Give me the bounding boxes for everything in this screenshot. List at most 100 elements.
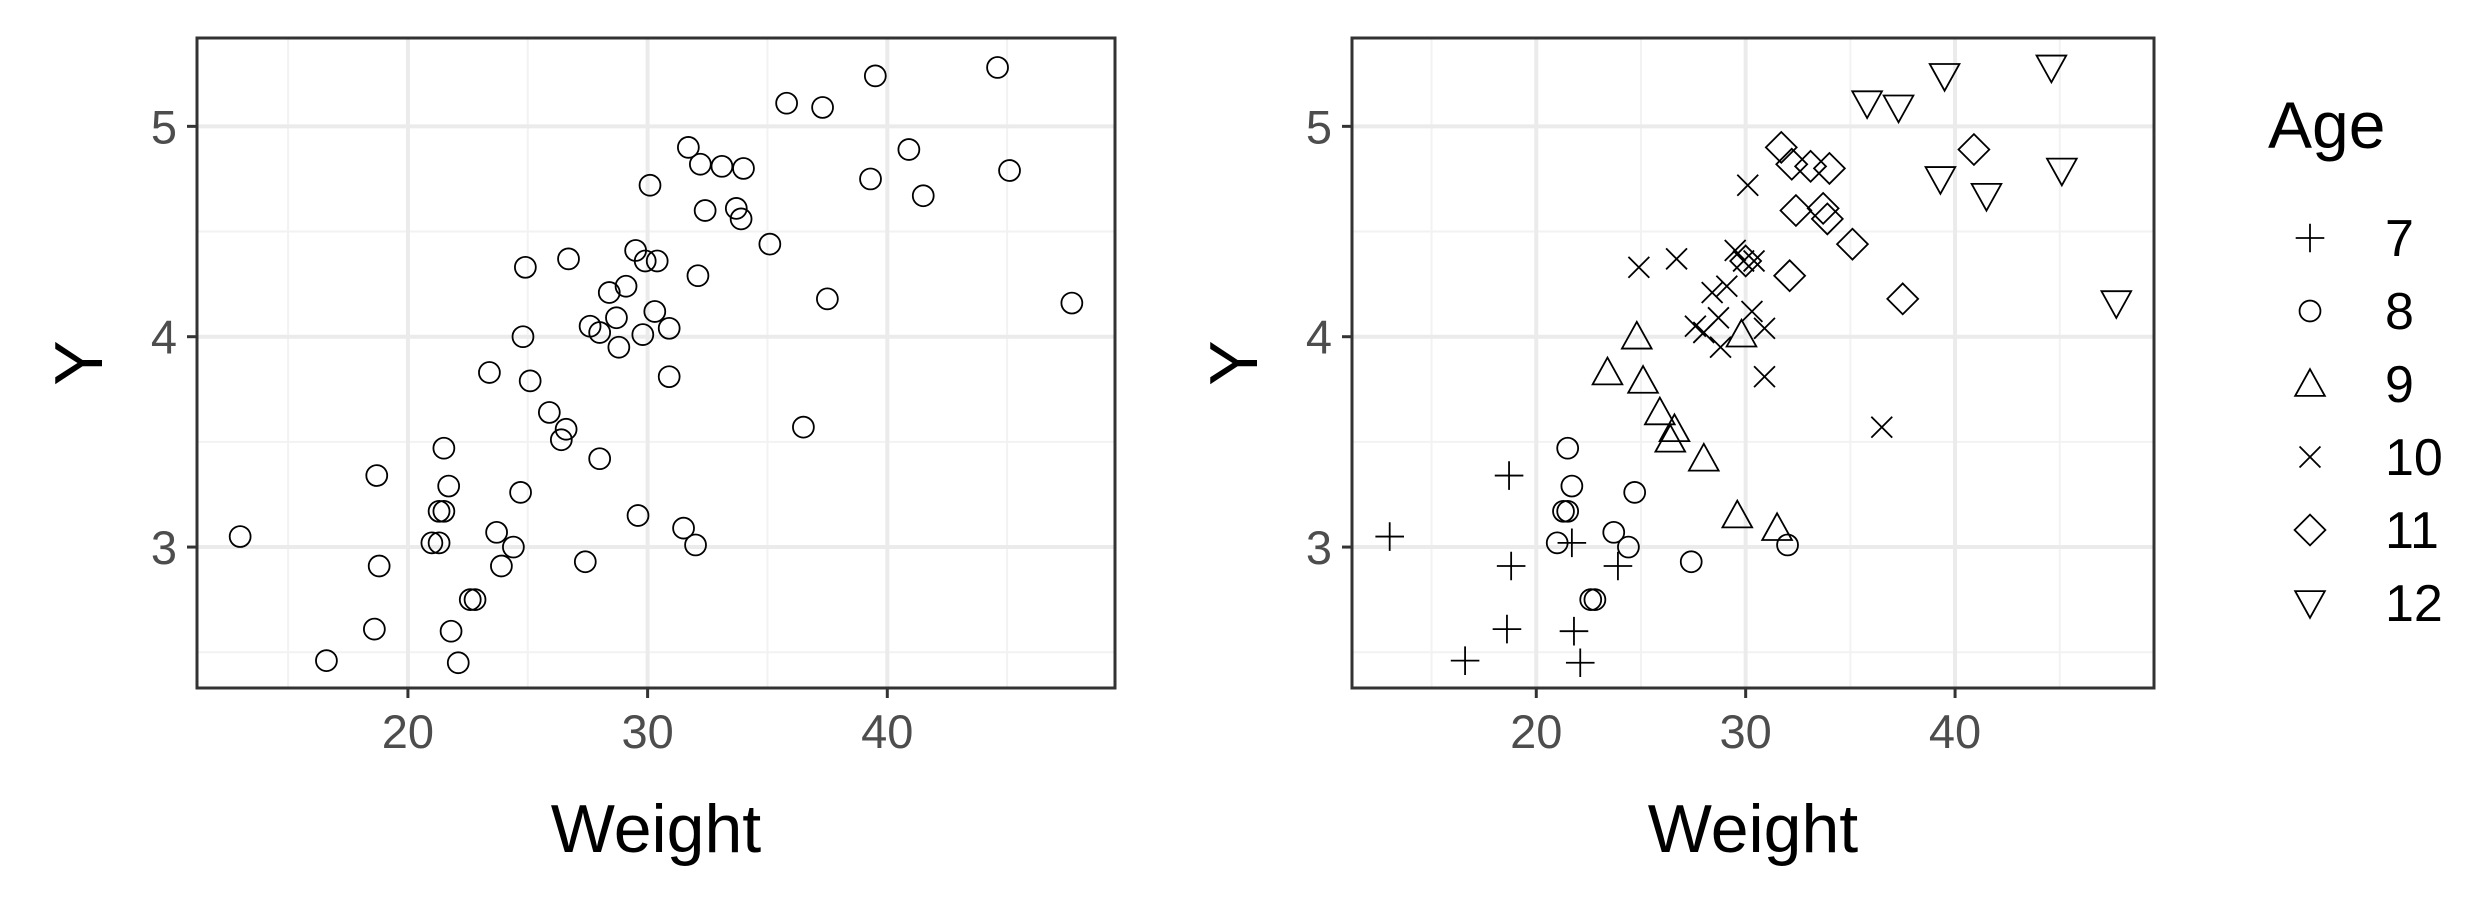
left-panel-border [195,36,1117,690]
right-data-point-age-10 [1740,300,1764,323]
legend-item-age-10: 10 [2298,429,2443,487]
right-data-point-age-10 [1870,416,1893,439]
left-data-point [432,499,456,523]
left-data-point [758,232,782,256]
left-data-point [427,531,451,555]
left-data-point [554,417,578,441]
right-data-point-age-10 [1709,336,1732,359]
left-data-point [363,617,386,641]
right-data-point-age-11 [1764,130,1798,165]
left-data-point [998,159,1021,182]
right-y-tick-label: 3 [1306,521,1332,574]
left-data-point [811,96,834,119]
right-data-point-age-11 [1810,202,1845,236]
left-data-point [724,197,748,220]
left-x-axis-title: Weight [551,791,762,867]
left-data-point [490,554,513,578]
left-data-point [437,474,461,498]
right-data-point-age-11 [1886,282,1920,316]
left-data-point [775,91,798,115]
left-data-point [672,516,695,540]
right-data-point-age-8 [1623,481,1647,504]
legend-key-plus [2295,223,2325,253]
right-data-point-age-7 [1565,648,1595,678]
left-data-point [986,56,1009,79]
left-data-point [228,525,252,548]
left-data-point [537,401,561,424]
legend-title: Age [2268,88,2385,162]
left-data-point [502,535,525,559]
right-plot-background [1352,38,2154,688]
right-data-point-age-7 [1496,551,1526,581]
legend-label: 7 [2385,210,2414,268]
right-y-tick-label: 4 [1306,311,1332,364]
left-data-point [509,481,532,504]
left-data-point [439,619,463,643]
left-data-point [645,249,669,273]
left-scatter-panel: 20 30 40 3 4 5 Weight Y [41,36,1117,867]
left-y-axis-title: Y [41,340,117,385]
right-data-point-age-11 [1835,227,1870,261]
right-data-point-age-8 [1556,499,1580,523]
left-data-point [511,325,535,349]
right-data-point-age-8 [1776,533,1799,557]
left-data-point [677,136,700,159]
right-data-point-age-10 [1665,247,1688,270]
right-data-point-age-7 [1559,616,1589,646]
right-data-point-age-9 [1653,423,1687,453]
legend-item-age-8: 8 [2298,283,2414,341]
right-data-point-age-11 [1806,191,1840,226]
right-data-point-age-8 [1545,531,1569,555]
right-data-point-age-12 [1970,182,2003,213]
right-data-point-age-12 [1882,94,1915,125]
right-data-point-age-12 [1850,90,1884,120]
left-data-point [643,300,667,323]
left-data-point [605,306,628,330]
right-data-point-age-10 [1736,174,1759,197]
right-x-axis-title: Weight [1648,791,1859,867]
right-data-point-age-12 [2035,54,2068,85]
left-data-point [365,464,389,487]
left-y-tick-label: 4 [151,311,177,364]
legend-key-cross [2298,445,2322,469]
legend-key-diamond [2293,513,2327,547]
legend-label: 12 [2385,575,2443,633]
right-x-tick-label: 40 [1929,705,1981,758]
left-data-point [693,199,717,222]
right-data-point-age-9 [1725,317,1758,348]
left-data-point [638,173,662,197]
right-data-point-age-8 [1679,550,1703,574]
left-data-point [1060,291,1084,315]
legend-item-age-9: 9 [2293,356,2414,414]
right-data-point-age-9 [1643,395,1677,426]
left-data-point [607,335,631,359]
right-data-point-age-9 [1720,498,1754,529]
legend-label: 10 [2385,429,2443,487]
right-scatter-panel: 20 30 40 3 4 5 Weight Y [1196,36,2156,867]
left-data-point [816,287,839,311]
legend-key-triangle-up [2293,367,2327,397]
right-data-point-age-7 [1450,646,1480,675]
legend-label: 8 [2385,283,2414,341]
right-data-point-age-9 [1591,355,1624,386]
legend-label: 11 [2385,502,2439,560]
left-data-point [684,533,707,557]
right-data-point-age-11 [1779,193,1813,228]
left-data-point [863,64,887,88]
right-data-point-age-12 [2099,290,2133,320]
right-data-point-age-11 [1957,132,1991,167]
legend-key-triangle-down [2293,590,2327,620]
left-data-point [897,138,921,161]
left-data-point [463,588,487,612]
left-data-point [657,316,681,340]
right-data-point-age-10 [1707,306,1730,329]
left-data-point [446,651,470,675]
left-data-point [859,167,882,191]
left-data-point [485,520,508,544]
left-data-point [588,447,612,471]
left-data-point [911,184,935,208]
left-x-tick-label: 40 [861,705,913,758]
right-panel-border [1350,36,2156,690]
left-data-point [420,531,444,555]
